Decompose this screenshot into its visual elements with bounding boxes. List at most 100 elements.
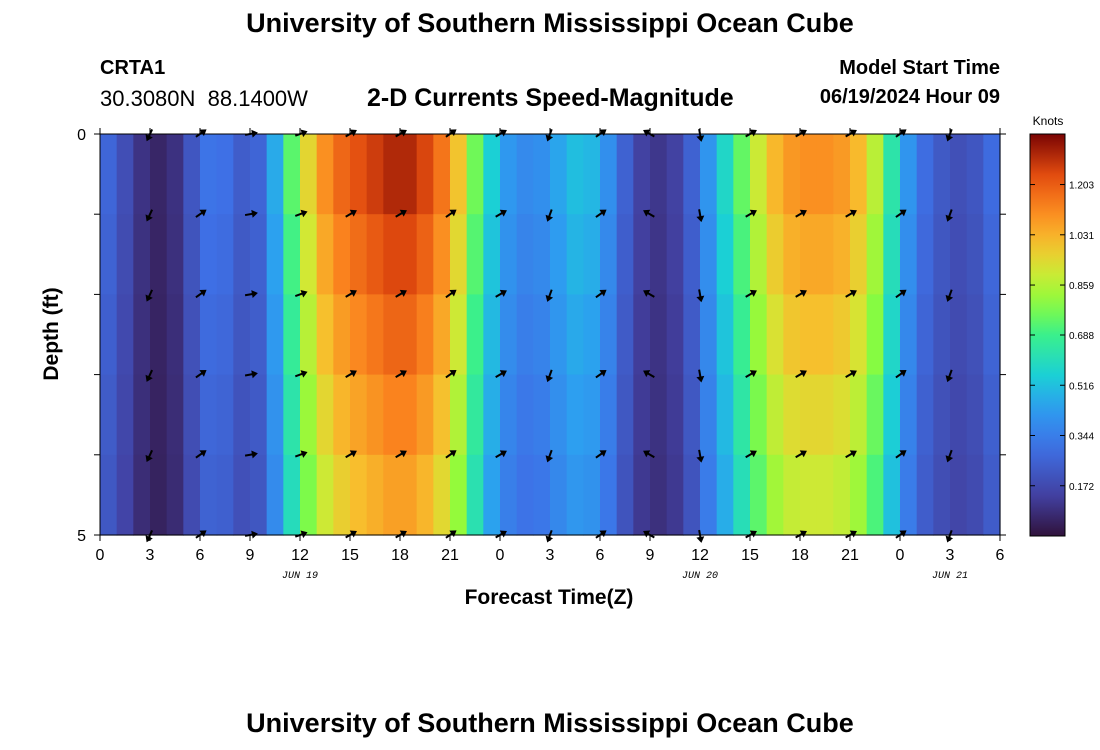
current-arrow (945, 369, 954, 383)
heatmap-cell (350, 374, 368, 456)
current-arrow (745, 289, 757, 298)
heatmap-cell (866, 374, 884, 456)
colorbar-tick-label: 0.688 (1069, 331, 1094, 342)
current-arrow (696, 449, 705, 463)
heatmap-cell (183, 294, 201, 376)
heatmap-cell (900, 134, 918, 215)
heatmap-cell (466, 214, 484, 295)
heatmap-cell (750, 294, 768, 376)
heatmap-cell (650, 214, 668, 295)
heatmap-cell (733, 454, 751, 536)
heatmap-cell (150, 374, 168, 456)
current-arrow (395, 209, 407, 218)
heatmap-cell (700, 454, 718, 536)
current-arrow (195, 289, 207, 299)
heatmap-cell (933, 214, 951, 295)
heatmap-cell (116, 134, 134, 215)
heatmap-cell (333, 214, 351, 295)
heatmap-cell (983, 454, 1001, 536)
current-arrow (445, 450, 457, 459)
current-arrow (345, 289, 357, 298)
heatmap-cell (550, 134, 568, 215)
heatmap-cell (400, 294, 418, 376)
heatmap-cell (266, 454, 284, 536)
date-label: JUN 21 (932, 571, 968, 582)
heatmap-cell (600, 294, 618, 376)
x-tick-label: 6 (196, 547, 205, 564)
current-arrow (696, 369, 705, 383)
heatmap-cell (866, 454, 884, 536)
heatmap-cell (766, 294, 784, 376)
heatmap-cell (316, 454, 334, 536)
heatmap-cell (400, 134, 418, 215)
heatmap-cell (750, 134, 768, 215)
heatmap-cell (750, 374, 768, 456)
heatmap-cell (983, 134, 1001, 215)
heatmap-cell (200, 134, 218, 215)
heatmap-cell (733, 294, 751, 376)
heatmap-cell (800, 214, 818, 295)
heatmap-cell (450, 294, 468, 376)
heatmap-cell (283, 214, 301, 295)
heatmap-cell (800, 294, 818, 376)
heatmap-cell (283, 294, 301, 376)
heatmap-cell (350, 454, 368, 536)
main-title: University of Southern Mississippi Ocean… (246, 8, 854, 38)
heatmap-cell (716, 374, 734, 456)
heatmap-cell (283, 454, 301, 536)
current-arrow (445, 289, 457, 299)
heatmap-cell (633, 134, 651, 215)
current-arrow (445, 209, 457, 218)
x-tick-label: 0 (896, 547, 905, 564)
current-arrow (945, 289, 954, 302)
heatmap-cell (816, 294, 834, 376)
heatmap-cell (750, 454, 768, 536)
heatmap-cell (200, 454, 218, 536)
current-arrow (244, 370, 258, 379)
heatmap-cell (533, 374, 551, 456)
heatmap-cell (800, 134, 818, 215)
current-arrow (895, 450, 907, 459)
heatmap-cell (366, 294, 384, 376)
heatmap-cell (166, 214, 184, 295)
heatmap-cell (183, 214, 201, 295)
current-arrow (244, 209, 258, 218)
heatmap-cell (933, 454, 951, 536)
heatmap-cell (500, 214, 518, 295)
colorbar-tick-label: 0.344 (1069, 432, 1094, 443)
heatmap-cell (883, 214, 901, 295)
heatmap-cell (933, 374, 951, 456)
current-arrow (294, 370, 308, 378)
heatmap-cell (383, 374, 401, 456)
heatmap-cell (916, 454, 934, 536)
heatmap-cell (166, 294, 184, 376)
heatmap-cell (466, 454, 484, 536)
x-tick-label: 0 (496, 547, 505, 564)
heatmap-cell (533, 134, 551, 215)
current-arrow (945, 209, 954, 222)
heatmap-cell (733, 374, 751, 456)
heatmap-cell (566, 294, 584, 376)
current-arrow (545, 289, 554, 302)
current-arrow (545, 209, 554, 222)
heatmap-cell (766, 374, 784, 456)
heatmap-cell (166, 374, 184, 456)
x-tick-label: 9 (246, 547, 255, 564)
heatmap-cell (516, 294, 534, 376)
heatmap-cell (516, 374, 534, 456)
heatmap-cell (500, 454, 518, 536)
current-arrow (845, 450, 857, 459)
heatmap-cell (483, 134, 501, 215)
colorbar-tick-label: 1.031 (1069, 231, 1094, 242)
heatmap-cell (100, 214, 118, 295)
heatmap-cell (933, 134, 951, 215)
heatmap-cell (433, 294, 451, 376)
heatmap-cell (850, 214, 868, 295)
heatmap-cell (683, 294, 701, 376)
heatmap-cell (966, 214, 984, 295)
current-arrow (745, 370, 757, 378)
current-arrow (294, 450, 308, 458)
heatmap-cell (216, 374, 234, 456)
heatmap-cell (883, 134, 901, 215)
model-start-label: Model Start Time (839, 57, 1000, 79)
